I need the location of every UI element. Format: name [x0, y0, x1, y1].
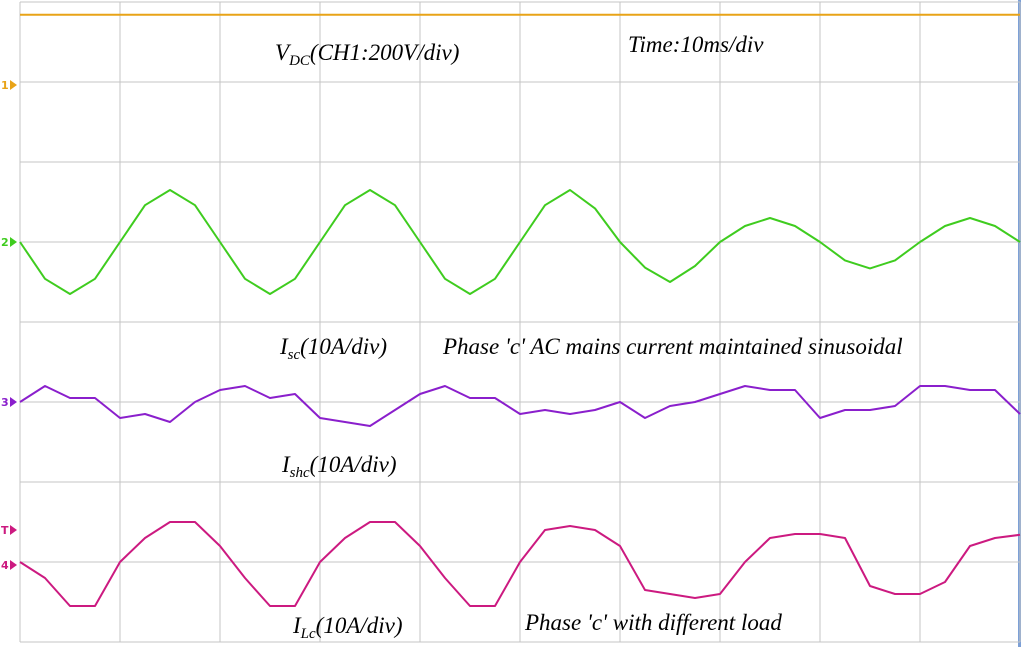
annotation: VDC(CH1:200V/div)	[275, 40, 459, 69]
channel-marker-arrow	[10, 525, 17, 535]
channel-marker-arrow	[10, 80, 17, 90]
annotation-text: I	[279, 334, 289, 359]
annotation-text: I	[292, 613, 302, 638]
channel-marker-arrow	[10, 560, 17, 570]
channel-marker: 2	[1, 236, 17, 249]
annotation: Phase 'c' AC mains current maintained si…	[442, 334, 903, 359]
annotation-subscript: sc	[288, 347, 301, 363]
channel-marker-arrow	[10, 237, 17, 247]
annotation: Ishc(10A/div)	[281, 452, 397, 481]
channel-marker-label: T	[1, 524, 9, 537]
annotation: Time:10ms/div	[628, 32, 764, 57]
channel-marker: 3	[1, 396, 17, 409]
channel-marker-arrow	[10, 397, 17, 407]
annotation: Isc(10A/div)	[279, 334, 387, 363]
annotation-text: V	[275, 40, 292, 65]
annotation-subscript: shc	[290, 465, 310, 481]
annotation-subscript: DC	[288, 53, 311, 69]
annotation-text: (10A/div)	[300, 334, 387, 359]
annotation: Phase 'c' with different load	[524, 610, 782, 635]
channel-marker-label: 2	[1, 236, 9, 249]
annotation: ILc(10A/div)	[292, 613, 403, 642]
annotation-subscript: Lc	[300, 626, 316, 642]
annotation-text: (10A/div)	[310, 452, 397, 477]
channel-marker-label: 1	[1, 79, 9, 92]
annotation-text: Phase 'c' with different load	[524, 610, 782, 635]
channel-marker: 4	[1, 559, 17, 572]
waveform	[19, 521, 1021, 607]
annotation-text: (CH1:200V/div)	[310, 40, 459, 65]
waveform	[19, 385, 1021, 427]
annotation-text: Phase 'c' AC mains current maintained si…	[442, 334, 903, 359]
annotation-text: (10A/div)	[316, 613, 403, 638]
annotation-text: Time:10ms/div	[628, 32, 764, 57]
channel-marker: T	[1, 524, 17, 537]
channel-marker-label: 3	[1, 396, 9, 409]
waveform	[19, 189, 1021, 295]
annotation-text: I	[281, 452, 291, 477]
channel-marker: 1	[1, 79, 17, 92]
channel-marker-label: 4	[1, 559, 9, 572]
